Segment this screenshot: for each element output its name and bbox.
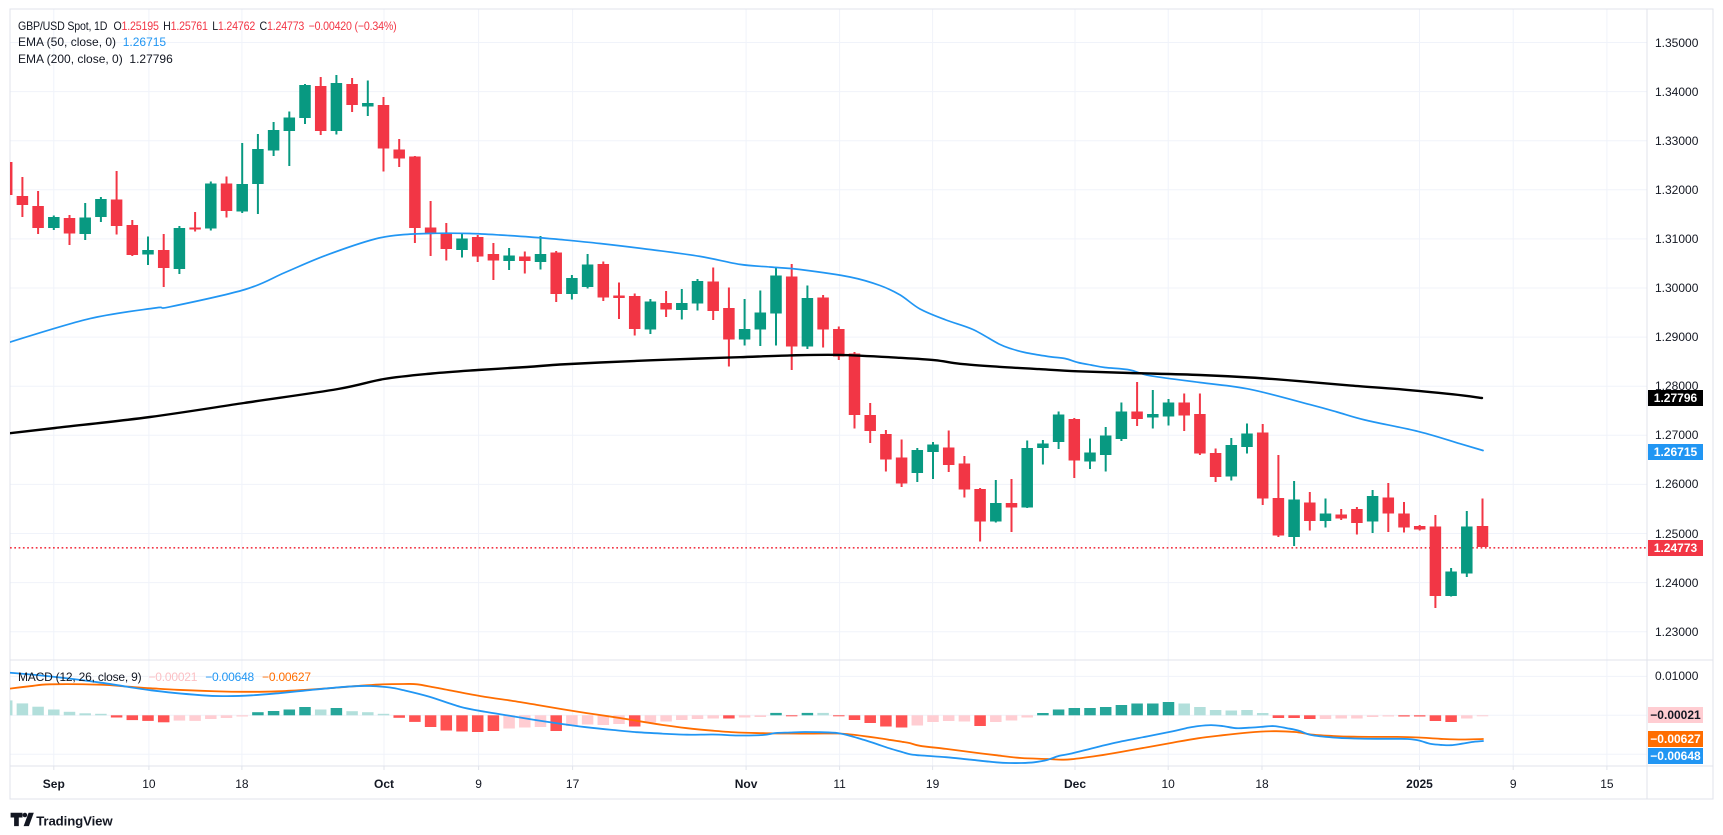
- svg-text:TradingView: TradingView: [36, 813, 113, 828]
